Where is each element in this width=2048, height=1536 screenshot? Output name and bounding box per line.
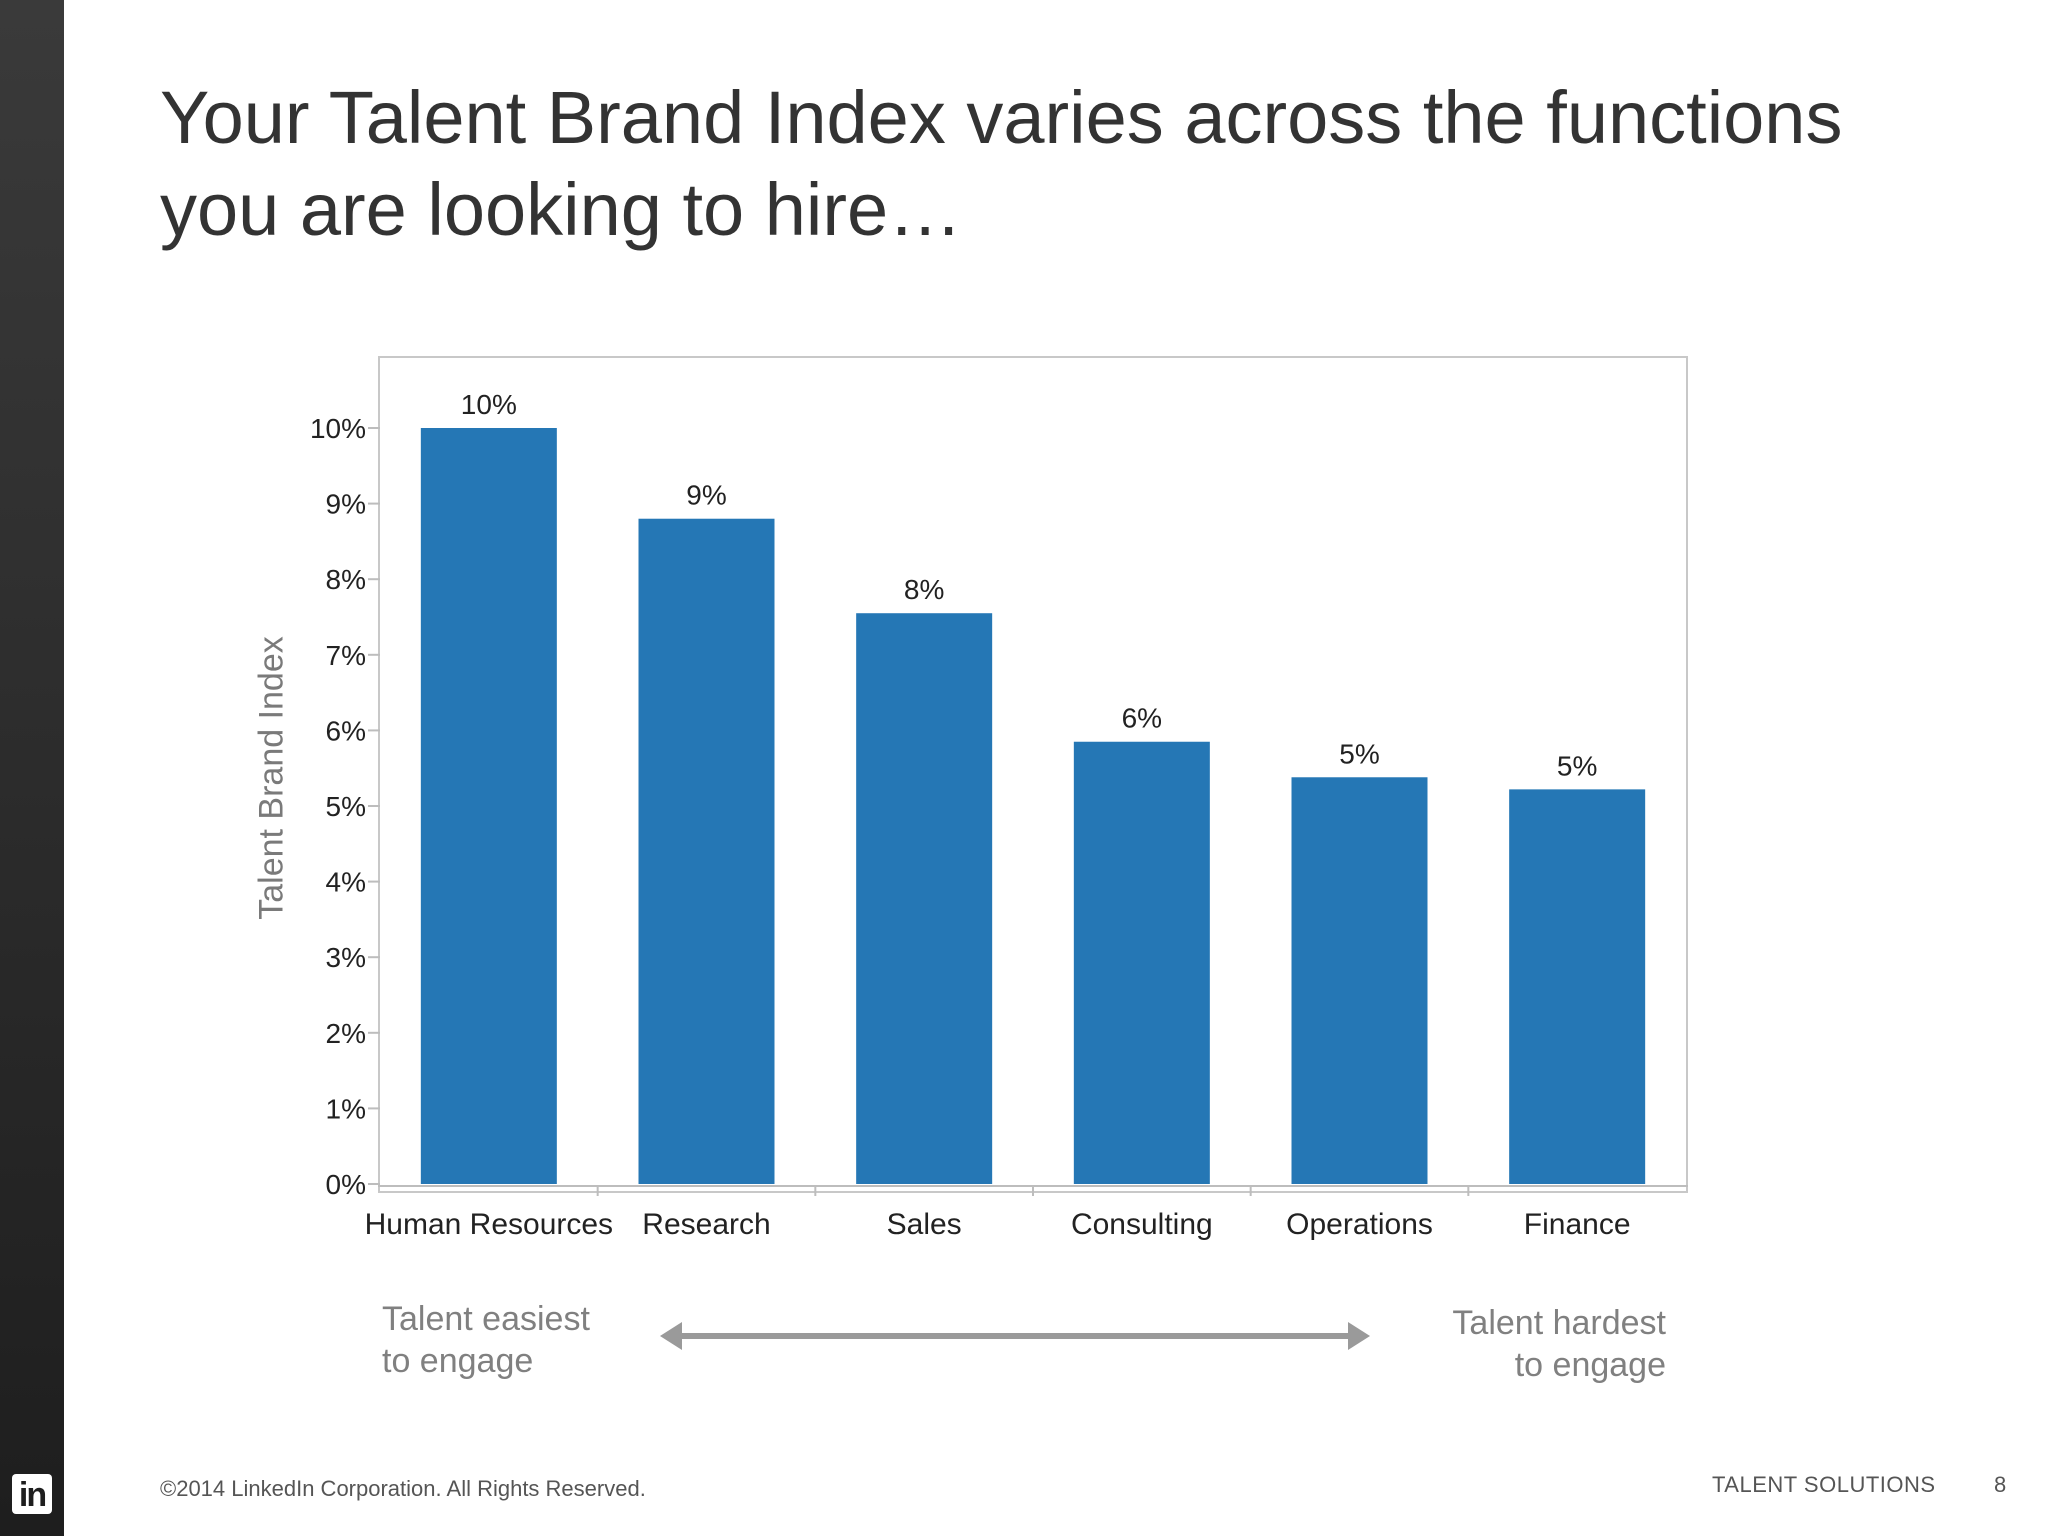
bar-sales [856,613,993,1184]
bar-finance [1509,789,1646,1184]
bar-research [638,518,775,1184]
bars: 10% 9% 8% 6% 5% 5% [420,389,1646,1184]
y-tick-label: 4% [326,867,366,898]
y-tick-label: 6% [326,715,366,746]
y-tick-label: 1% [326,1093,366,1124]
y-axis: 0% 1% 2% 3% 4% 5% 6% 7% 8% 9% 10% [310,413,380,1200]
slide-title: Your Talent Brand Index varies across th… [160,76,1843,251]
bar-data-label: 5% [1557,750,1597,781]
note-easiest-line-2: to engage [382,1342,534,1380]
bar-data-label: 5% [1339,738,1379,769]
note-hardest-line-2: to engage [1514,1346,1666,1384]
y-tick-label: 3% [326,942,366,973]
bar-data-label: 9% [686,480,726,511]
x-category-label: Research [642,1208,770,1241]
note-easiest: Talent easiest to engage [382,1298,590,1382]
y-tick-label: 10% [310,413,366,444]
x-category-label: Consulting [1071,1208,1213,1241]
x-axis: Human Resources Research Sales Consulting Op… [365,1185,1688,1241]
note-hardest-line-1: Talent hardest [1452,1304,1666,1342]
y-tick-label: 7% [326,640,366,671]
bar-consulting [1073,741,1210,1184]
note-hardest: Talent hardest to engage [1380,1302,1666,1386]
bar-operations [1291,777,1428,1184]
x-category-label: Operations [1286,1208,1433,1241]
y-tick-label: 2% [326,1018,366,1049]
bar-human-resources [420,428,557,1184]
page-number: 8 [1994,1472,2007,1497]
x-category-label: Finance [1524,1208,1631,1241]
bar-chart: 0% 1% 2% 3% 4% 5% 6% 7% 8% 9% 10% 10% 9% 8% 6% 5% 5% Hu… [310,389,1688,1241]
x-category-label: Human Resources [365,1208,613,1241]
bar-data-label: 6% [1122,703,1162,734]
note-easiest-line-1: Talent easiest [382,1300,590,1338]
linkedin-logo-icon: in [12,1474,52,1514]
bar-data-label: 10% [461,389,517,420]
y-tick-label: 8% [326,564,366,595]
double-arrow-icon [660,1322,1370,1350]
y-tick-label: 9% [326,489,366,520]
bar-data-label: 8% [904,574,944,605]
y-tick-label: 0% [326,1169,366,1200]
left-sidebar-bar: in [0,0,64,1536]
x-category-label: Sales [887,1208,962,1241]
footer-copyright: ©2014 LinkedIn Corporation. All Rights R… [160,1476,646,1501]
y-tick-label: 5% [326,791,366,822]
footer-brand: TALENT SOLUTIONS [1712,1472,1936,1497]
